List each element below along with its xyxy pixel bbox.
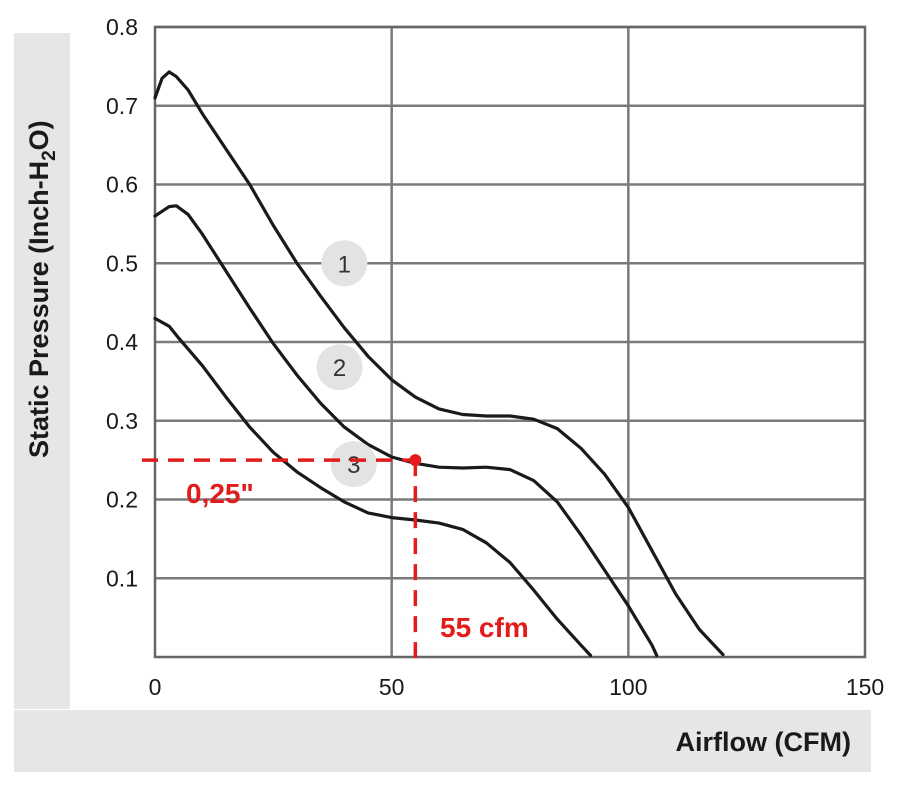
y-axis-title-main: Static Pressure (Inch-H [24, 161, 54, 458]
y-tick-label: 0.7 [106, 93, 138, 119]
y-axis-title-end: O) [24, 120, 54, 150]
series-marker-label: 3 [347, 452, 360, 479]
x-tick-label: 150 [846, 674, 884, 700]
axes: 0.1 0.2 0.3 0.4 0.5 0.6 0.7 0.8 0 50 100 150 [106, 14, 884, 700]
y-tick-label: 0.4 [106, 329, 138, 355]
y-tick-label: 0.3 [106, 408, 138, 434]
plot-frame [153, 25, 867, 659]
y-axis-band [14, 33, 70, 709]
y-tick-label: 0.5 [106, 250, 138, 276]
annotation-airflow-label: 55 cfm [440, 612, 529, 643]
series-marker-label: 2 [333, 355, 346, 382]
series-line-1 [153, 70, 725, 657]
x-tick-label: 0 [149, 674, 162, 700]
x-axis-band [14, 710, 871, 772]
series-marker-1 [321, 240, 368, 287]
series-marker-label: 1 [338, 251, 351, 278]
x-tick-label: 100 [609, 674, 647, 700]
operating-point-dot [409, 454, 422, 467]
y-tick-label: 0.2 [106, 487, 138, 513]
operating-point-annotation: 0,25" 55 cfm [142, 454, 529, 665]
annotation-pressure-label: 0,25" [186, 478, 254, 509]
y-axis-title: Static Pressure (Inch-H2O) [24, 120, 60, 458]
y-tick-label: 0.8 [106, 14, 138, 40]
series-marker-2 [316, 344, 363, 391]
series-line-3 [153, 316, 593, 658]
series-marker-3 [330, 441, 377, 488]
series-line-2 [153, 204, 659, 658]
series-markers: 1 2 3 [316, 240, 377, 488]
y-axis-title-subscript: 2 [39, 150, 60, 161]
series-lines [153, 70, 725, 658]
x-tick-label: 50 [379, 674, 405, 700]
x-axis-title: Airflow (CFM) [676, 727, 851, 757]
y-tick-label: 0.1 [106, 565, 138, 591]
y-tick-label: 0.6 [106, 172, 138, 198]
